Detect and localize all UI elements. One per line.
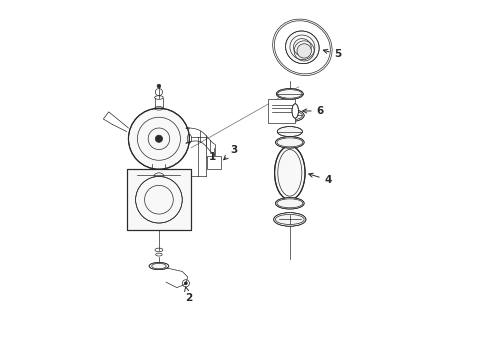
Ellipse shape	[277, 127, 302, 136]
Ellipse shape	[275, 136, 304, 148]
Ellipse shape	[274, 213, 306, 226]
Bar	[269, 99, 295, 123]
Ellipse shape	[274, 146, 305, 200]
Ellipse shape	[276, 89, 303, 99]
Circle shape	[184, 282, 187, 285]
Ellipse shape	[275, 109, 304, 122]
Ellipse shape	[149, 262, 169, 270]
Ellipse shape	[286, 31, 319, 64]
Ellipse shape	[292, 104, 298, 118]
Text: 3: 3	[224, 144, 238, 160]
Circle shape	[136, 176, 182, 223]
Text: 2: 2	[185, 287, 192, 303]
Circle shape	[155, 135, 163, 142]
Text: 4: 4	[309, 173, 332, 185]
Text: 5: 5	[323, 49, 342, 59]
Text: 1: 1	[209, 152, 217, 162]
Text: 6: 6	[303, 106, 324, 116]
Circle shape	[128, 108, 190, 169]
Bar	[126, 169, 191, 230]
Bar	[126, 169, 191, 230]
Ellipse shape	[275, 198, 304, 209]
Circle shape	[157, 84, 161, 88]
Circle shape	[297, 44, 311, 58]
Bar	[207, 156, 221, 169]
